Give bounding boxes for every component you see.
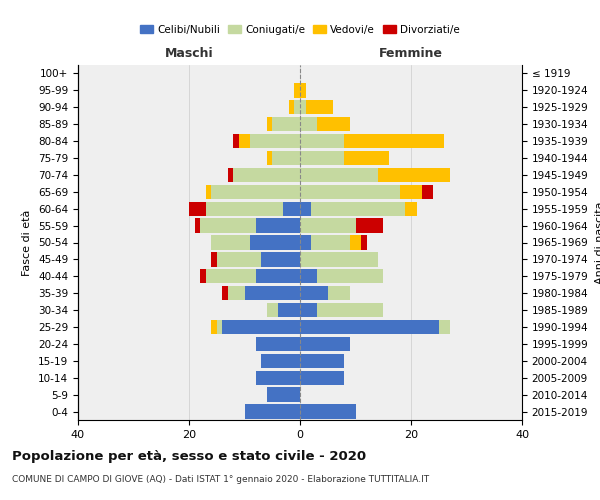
Bar [300,269,317,283]
Bar [317,269,383,283]
Bar [211,236,250,250]
Bar [206,202,283,216]
Text: Popolazione per età, sesso e stato civile - 2020: Popolazione per età, sesso e stato civil… [12,450,366,463]
Bar [233,134,239,148]
Bar [305,100,334,114]
Bar [266,388,300,402]
Bar [317,117,350,132]
Bar [300,168,378,182]
Bar [300,303,317,318]
Bar [245,286,300,300]
Text: Femmine: Femmine [379,47,443,60]
Bar [300,100,305,114]
Bar [261,354,300,368]
Bar [239,134,250,148]
Bar [217,320,222,334]
Bar [300,370,344,385]
Bar [250,134,300,148]
Bar [300,236,311,250]
Bar [256,218,300,233]
Bar [344,151,389,165]
Bar [422,184,433,199]
Bar [206,184,211,199]
Bar [300,320,439,334]
Bar [311,202,406,216]
Text: COMUNE DI CAMPO DI GIOVE (AQ) - Dati ISTAT 1° gennaio 2020 - Elaborazione TUTTIT: COMUNE DI CAMPO DI GIOVE (AQ) - Dati IST… [12,475,429,484]
Text: Maschi: Maschi [164,47,214,60]
Bar [295,83,300,98]
Bar [261,252,300,266]
Bar [256,336,300,351]
Bar [189,202,206,216]
Y-axis label: Anni di nascita: Anni di nascita [595,201,600,284]
Bar [233,168,300,182]
Bar [300,218,355,233]
Legend: Celibi/Nubili, Coniugati/e, Vedovi/e, Divorziati/e: Celibi/Nubili, Coniugati/e, Vedovi/e, Di… [136,20,464,39]
Bar [300,286,328,300]
Bar [300,354,344,368]
Bar [194,218,200,233]
Bar [300,184,400,199]
Bar [400,184,422,199]
Bar [228,286,245,300]
Bar [406,202,416,216]
Bar [272,151,300,165]
Bar [272,117,300,132]
Bar [278,303,300,318]
Bar [289,100,295,114]
Bar [300,134,344,148]
Bar [295,100,300,114]
Bar [439,320,450,334]
Bar [300,404,355,418]
Bar [211,320,217,334]
Bar [300,202,311,216]
Bar [317,303,383,318]
Bar [328,286,350,300]
Bar [256,269,300,283]
Bar [283,202,300,216]
Bar [228,168,233,182]
Bar [311,236,350,250]
Bar [378,168,450,182]
Bar [300,252,378,266]
Bar [361,236,367,250]
Bar [355,218,383,233]
Bar [200,269,206,283]
Bar [266,117,272,132]
Bar [245,404,300,418]
Bar [222,286,228,300]
Bar [256,370,300,385]
Bar [206,269,256,283]
Bar [200,218,256,233]
Y-axis label: Fasce di età: Fasce di età [22,210,32,276]
Bar [211,184,300,199]
Bar [217,252,261,266]
Bar [300,336,350,351]
Bar [222,320,300,334]
Bar [266,303,278,318]
Bar [250,236,300,250]
Bar [344,134,444,148]
Bar [300,151,344,165]
Bar [211,252,217,266]
Bar [300,83,305,98]
Bar [266,151,272,165]
Bar [300,117,317,132]
Bar [350,236,361,250]
